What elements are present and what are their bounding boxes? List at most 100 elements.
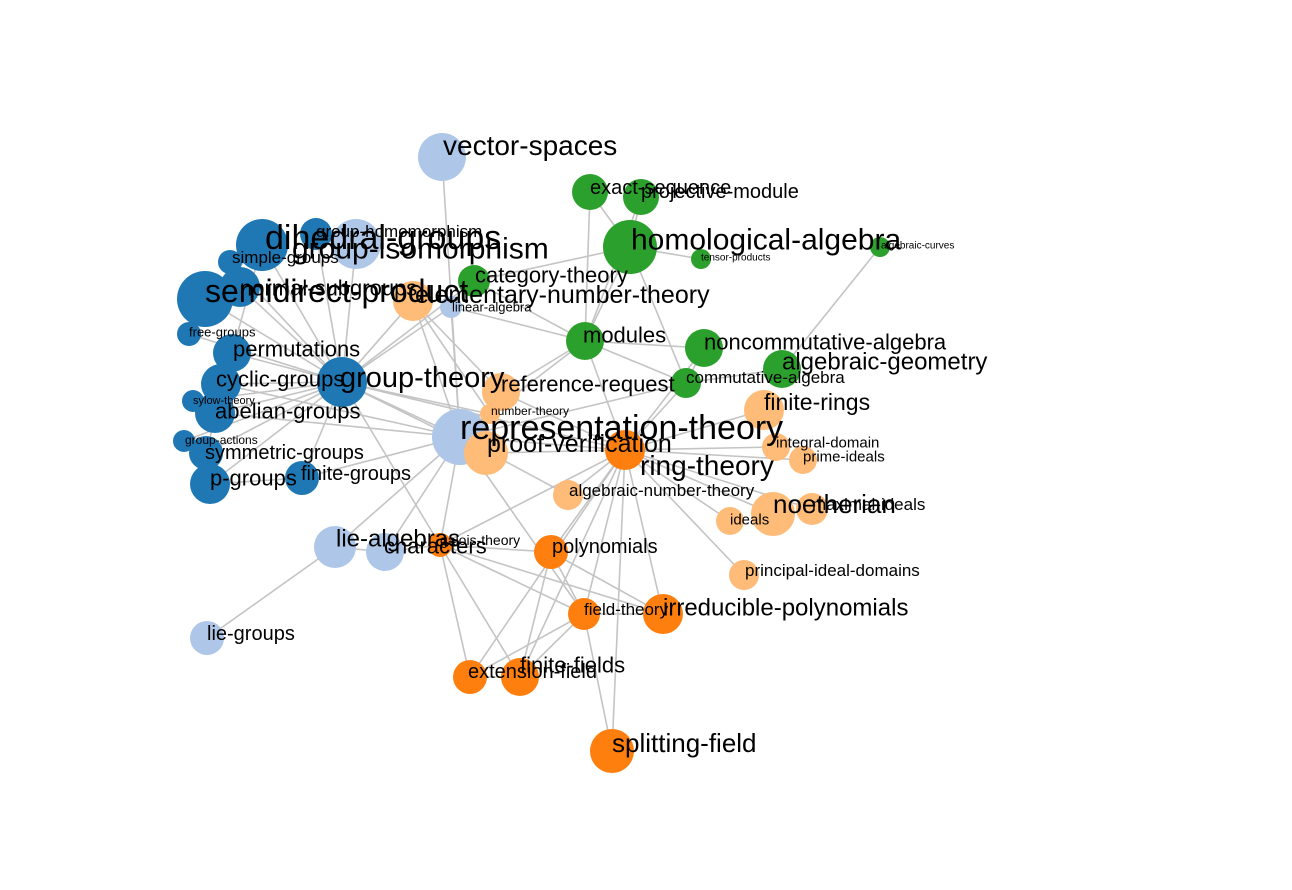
edge-category-theory-modules [473, 280, 586, 342]
node-label-lie-groups: lie-groups [207, 623, 295, 645]
node-finite-rings[interactable] [744, 390, 784, 430]
node-integral-domain[interactable] [762, 433, 790, 461]
node-label-proof-verification: proof-verification [487, 430, 672, 458]
node-label-exact-sequence: exact-sequence [590, 177, 731, 199]
node-exact-sequence[interactable] [572, 174, 608, 210]
node-finite-fields[interactable] [501, 658, 539, 696]
node-label-finite-groups: finite-groups [301, 463, 411, 485]
node-lie-algebras[interactable] [314, 526, 356, 568]
node-label-extension-field: extension-field [468, 661, 597, 683]
edge-galois-theory-polynomials [439, 544, 552, 553]
node-algebraic-number-theory[interactable] [553, 480, 583, 510]
node-label-lie-algebras: lie-algebras [336, 525, 460, 552]
node-category-theory[interactable] [458, 265, 490, 297]
node-label-elementary-number-theory: elementary-number-theory [415, 281, 710, 309]
node-group-isomorphism[interactable] [331, 219, 381, 269]
node-algebraic-geometry[interactable] [763, 350, 801, 388]
node-label-group-theory: group-theory [340, 362, 505, 394]
node-proof-verification[interactable] [464, 431, 508, 475]
node-label-principal-ideal-domains: principal-ideal-domains [745, 561, 920, 580]
node-group-actions[interactable] [173, 430, 195, 452]
node-label-irreducible-polynomials: irreducible-polynomials [663, 594, 908, 621]
node-label-projective-module: projective-module [641, 181, 799, 203]
node-vector-spaces[interactable] [418, 133, 466, 181]
edge-elementary-number-theory-reference-request [412, 300, 502, 393]
edge-ring-theory-reference-request [500, 391, 626, 451]
node-label-noetherian: noetherian [773, 489, 896, 519]
node-tensor-products[interactable] [691, 249, 711, 269]
node-label-permutations: permutations [233, 337, 360, 362]
node-label-algebraic-geometry: algebraic-geometry [782, 348, 987, 375]
node-label-characters: characters [384, 534, 487, 559]
edge-ring-theory-galois-theory [439, 449, 626, 546]
node-splitting-field[interactable] [590, 729, 634, 773]
edge-group-theory-group-homomorphism [315, 233, 343, 383]
edge-field-theory-splitting-field [583, 613, 613, 752]
node-label-polynomials: polynomials [552, 536, 658, 558]
node-irreducible-polynomials[interactable] [643, 594, 683, 634]
node-label-group-isomorphism: group-isomorphism [292, 233, 549, 266]
node-reference-request[interactable] [482, 373, 520, 411]
edge-ring-theory-proof-verification [485, 449, 626, 454]
edge-ring-theory-integral-domain [624, 446, 777, 451]
node-normal-subgroups[interactable] [220, 267, 260, 307]
edge-galois-theory-irreducible-polynomials [439, 544, 664, 615]
node-semidirect-product[interactable] [177, 271, 233, 327]
node-prime-ideals[interactable] [789, 446, 817, 474]
node-label-field-theory: field-theory [584, 600, 669, 619]
node-ideals[interactable] [716, 507, 744, 535]
node-maximal-ideals[interactable] [796, 493, 828, 525]
node-free-groups[interactable] [177, 322, 201, 346]
node-symmetric-groups[interactable] [189, 436, 223, 470]
node-commutative-algebra[interactable] [671, 368, 701, 398]
edge-group-theory-free-groups [188, 333, 343, 383]
edge-ring-theory-principal-ideal-domains [624, 449, 745, 576]
edge-representation-theory-commutative-algebra [459, 382, 687, 438]
node-label-integral-domain: integral-domain [776, 434, 879, 451]
node-galois-theory[interactable] [428, 533, 452, 557]
node-field-theory[interactable] [568, 598, 600, 630]
edge-galois-theory-extension-field [439, 544, 471, 678]
node-label-simple-groups: simple-groups [232, 248, 339, 267]
node-projective-module[interactable] [623, 179, 659, 215]
node-label-maximal-ideals: maximal-ideals [812, 495, 925, 514]
node-number-theory[interactable] [480, 404, 500, 424]
node-label-group-actions: group-actions [185, 433, 258, 447]
node-label-reference-request: reference-request [501, 372, 675, 397]
node-label-modules: modules [583, 323, 666, 348]
node-algebraic-curves[interactable] [870, 237, 890, 257]
node-label-tensor-products: tensor-products [701, 253, 770, 264]
edge-group-theory-symmetric-groups [205, 381, 343, 454]
edge-modules-exact-sequence [584, 191, 591, 342]
node-group-theory[interactable] [317, 357, 367, 407]
node-label-semidirect-product: semidirect-product [205, 273, 468, 309]
node-elementary-number-theory[interactable] [393, 281, 433, 321]
node-lie-groups[interactable] [190, 621, 224, 655]
node-permutations[interactable] [213, 334, 251, 372]
node-characters[interactable] [366, 533, 404, 571]
edge-elementary-number-theory-number-theory [412, 300, 491, 415]
edge-algebraic-geometry-algebraic-curves [781, 246, 881, 370]
node-noncommutative-algebra[interactable] [685, 329, 723, 367]
node-label-p-groups: p-groups [210, 466, 297, 491]
node-finite-groups[interactable] [285, 461, 319, 495]
edge-modules-noncommutative-algebra [584, 340, 705, 349]
node-label-linear-algebra: linear-algebra [452, 300, 532, 315]
node-label-commutative-algebra: commutative-algebra [686, 368, 845, 387]
node-ring-theory[interactable] [605, 430, 645, 470]
node-abelian-groups[interactable] [195, 393, 235, 433]
node-label-dihedral-groups: dihedral-groups [265, 219, 501, 257]
node-modules[interactable] [566, 322, 604, 360]
node-noetherian[interactable] [751, 492, 795, 536]
node-polynomials[interactable] [534, 535, 568, 569]
node-label-vector-spaces: vector-spaces [443, 130, 617, 161]
node-homological-algebra[interactable] [603, 220, 657, 274]
node-group-homomorphism[interactable] [300, 218, 332, 250]
node-extension-field[interactable] [453, 660, 487, 694]
node-linear-algebra[interactable] [440, 296, 462, 318]
node-principal-ideal-domains[interactable] [729, 560, 759, 590]
edge-lie-algebras-lie-groups [206, 546, 336, 639]
edge-polynomials-irreducible-polynomials [550, 551, 664, 615]
node-dihedral-groups[interactable] [236, 219, 288, 271]
node-p-groups[interactable] [190, 464, 230, 504]
